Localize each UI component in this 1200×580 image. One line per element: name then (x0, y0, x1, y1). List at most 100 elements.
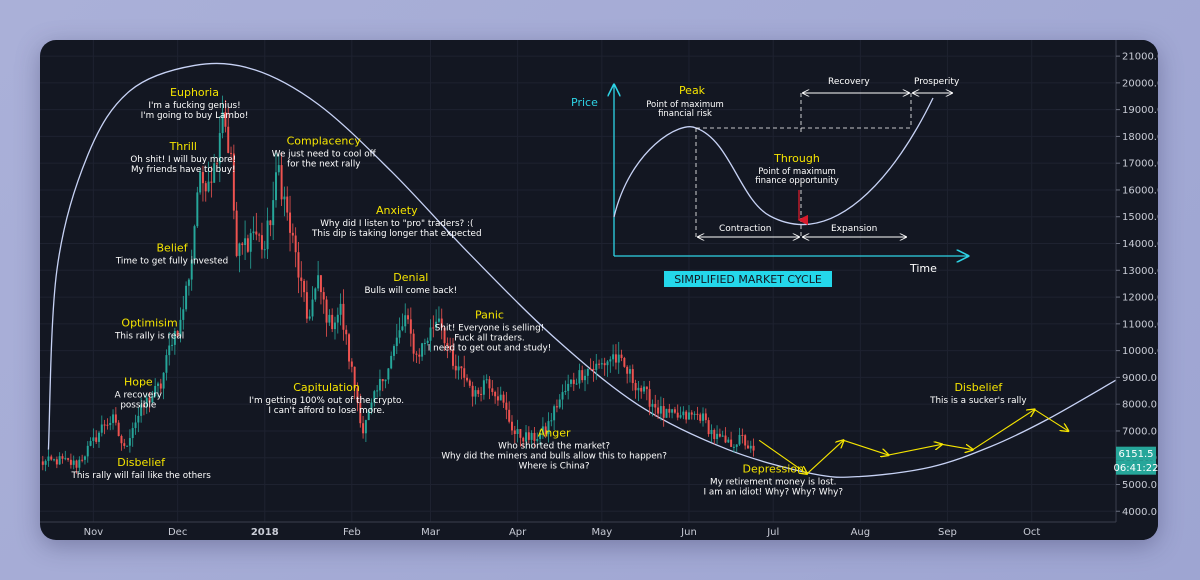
candle (634, 379, 637, 399)
candle (654, 394, 657, 417)
candle (114, 407, 117, 426)
candle (235, 201, 238, 258)
candle (550, 413, 553, 427)
annotation-title: Thrill (169, 140, 197, 153)
annotation-title: Denial (393, 271, 428, 284)
price-tick-label: 21000.0 (1122, 52, 1158, 63)
time-tick-label: Jul (766, 527, 779, 538)
annotation-belief: Belief Time to get fully invested (115, 242, 228, 267)
candle (364, 419, 367, 442)
candle (199, 167, 202, 195)
annotation-anxiety: Anxiety Why did I listen to "pro" traders… (311, 204, 482, 239)
candle (165, 349, 168, 381)
candle (454, 354, 457, 379)
candle (221, 95, 224, 139)
candle (480, 386, 483, 402)
candle (325, 296, 328, 337)
candle (516, 419, 519, 443)
price-tick-label: 15000.0 (1122, 212, 1158, 223)
candle (640, 385, 643, 399)
candle (218, 116, 221, 183)
candle (519, 428, 522, 447)
candle (446, 337, 449, 359)
candle (277, 154, 280, 176)
countdown-tag-bg (1116, 460, 1156, 475)
candle (707, 417, 710, 437)
candle (224, 99, 227, 133)
candle (718, 428, 721, 438)
candle (437, 306, 440, 324)
candle (508, 401, 511, 424)
candle (488, 376, 491, 400)
candle (353, 366, 356, 400)
candle (275, 152, 277, 208)
candle (207, 161, 210, 193)
candle (311, 286, 314, 321)
candle (86, 441, 89, 463)
annotation-text: possible (120, 400, 156, 410)
price-tick-label: 13000.0 (1122, 266, 1158, 277)
candle (685, 409, 688, 424)
candle (64, 450, 67, 461)
candle (468, 378, 471, 389)
candle (643, 381, 646, 395)
annotation-capitulation: Capitulation I'm getting 100% out of the … (249, 381, 404, 416)
candle (266, 207, 269, 260)
annotation-title: Panic (475, 308, 504, 321)
candle (477, 387, 480, 398)
candle (569, 378, 572, 388)
candle (525, 425, 528, 450)
inset-title-box (664, 271, 832, 287)
candle (457, 355, 460, 380)
annotation-disbelief: Disbelief This is a sucker's rally (929, 381, 1027, 406)
candle (668, 403, 671, 418)
annotation-text: Why did I listen to "pro" traders? :( (320, 219, 473, 229)
candle (491, 380, 494, 396)
annotation-title: Disbelief (954, 381, 1003, 394)
candle (145, 393, 148, 414)
candle (628, 365, 631, 383)
candle (614, 344, 617, 370)
annotation-anger: Anger Who shorted the market?Why did the … (441, 426, 667, 471)
candle (286, 186, 289, 221)
inset-cycle-curve (613, 97, 934, 226)
candle (216, 160, 218, 168)
candle (592, 360, 595, 382)
candle (595, 353, 598, 380)
inset-y-label: Price (571, 96, 598, 109)
candle (435, 309, 438, 331)
candle (308, 309, 311, 321)
price-tick-label: 4000.0 (1122, 507, 1157, 518)
projection-arrow (941, 443, 973, 449)
candle (151, 390, 154, 403)
candle (260, 222, 263, 259)
candle (575, 378, 578, 385)
annotation-title: Capitulation (293, 381, 360, 394)
annotation-text: for the next rally (287, 159, 361, 169)
candle (106, 418, 109, 430)
candle (81, 454, 84, 463)
candle (241, 241, 244, 255)
candle (47, 449, 50, 467)
candle (232, 144, 235, 220)
annotation-text: Fuck all traders. (454, 333, 524, 343)
candle (499, 386, 502, 401)
candle (612, 344, 615, 367)
candle (370, 398, 373, 415)
candle (204, 180, 207, 202)
candle (567, 374, 570, 400)
projection-arrow (806, 440, 844, 475)
candle (530, 430, 533, 449)
candle (716, 425, 719, 444)
candle (255, 212, 258, 241)
candle (230, 146, 233, 161)
candle (393, 344, 395, 361)
candle (693, 411, 696, 420)
candle (50, 454, 53, 461)
candle (291, 223, 294, 243)
candle (485, 374, 488, 384)
candle (201, 165, 204, 202)
candle (109, 416, 112, 431)
candle (687, 405, 690, 420)
